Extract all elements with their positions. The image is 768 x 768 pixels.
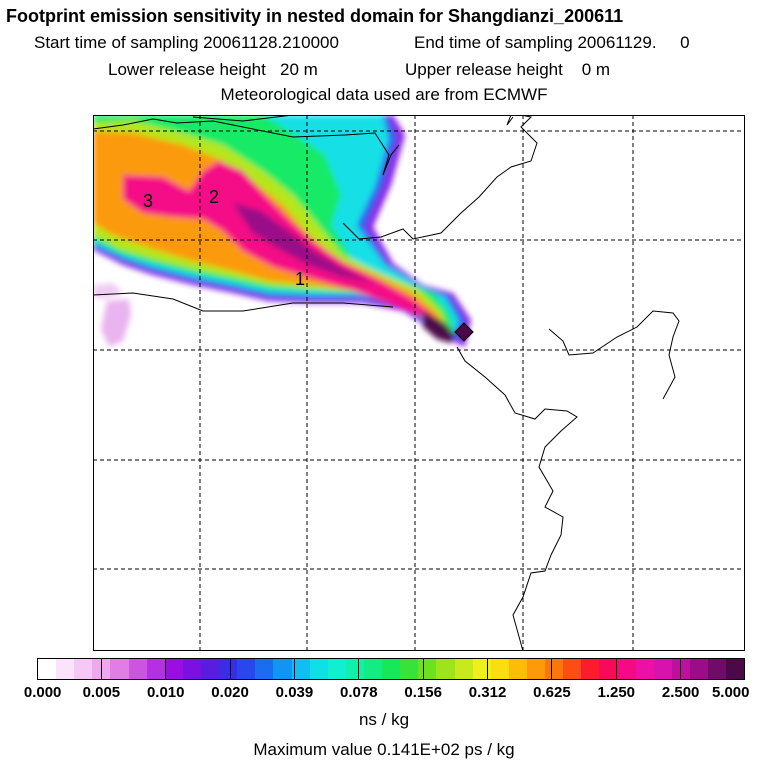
colorbar-segment [581, 659, 600, 679]
lower-height-label: Lower release height 20 m [108, 60, 318, 79]
upper-height-label: Upper release height 0 m [405, 60, 611, 79]
grid [93, 115, 745, 651]
end-time-label: End time of sampling 20061129. 0 [414, 33, 690, 52]
colorbar-segment [38, 659, 57, 679]
colorbar-divider [680, 658, 682, 680]
colorbar-tick-label: 0.020 [211, 684, 249, 701]
colorbar-segment [526, 659, 546, 679]
colorbar-divider [615, 658, 617, 680]
colorbar-divider [358, 658, 360, 680]
receptor-site-marker [454, 322, 474, 342]
colorbar-tick-label: 0.625 [533, 684, 571, 701]
colorbar-segment [327, 659, 346, 679]
colorbar-segment [400, 659, 419, 679]
colorbar-divider [551, 658, 553, 680]
colorbar-segment [490, 659, 509, 679]
colorbar-tick-label: 1.250 [597, 684, 636, 701]
colorbar-segment [599, 659, 618, 679]
colorbar-segment [454, 659, 473, 679]
colorbar-segment [436, 659, 455, 679]
colorbar-segment [635, 659, 654, 679]
colorbar-segment [345, 659, 364, 679]
colorbar-divider [487, 658, 489, 680]
colorbar-segment [726, 659, 745, 679]
colorbar-segment [128, 659, 147, 679]
colorbar-segment [182, 659, 201, 679]
met-data-label: Meteorological data used are from ECMWF [220, 85, 548, 104]
colorbar-divider [165, 658, 167, 680]
colorbar-segment [219, 659, 238, 679]
colorbar-tick-label: 5.000 [711, 684, 750, 701]
day-label-3: 3 [143, 191, 153, 211]
colorbar-segment [689, 659, 709, 679]
colorbar-segment [508, 659, 527, 679]
colorbar-tick-label: 0.005 [82, 684, 121, 701]
colorbar-segment [545, 659, 564, 679]
colorbar-segment [110, 659, 129, 679]
colorbar-segment [382, 659, 401, 679]
day-label-2: 2 [209, 187, 219, 207]
colorbar-divider [293, 658, 295, 680]
colorbar-segment [74, 659, 93, 679]
colorbar-divider [229, 658, 231, 680]
emission-plume [93, 115, 471, 347]
colorbar-segment [617, 659, 636, 679]
colorbar-tick-label: 0.156 [404, 684, 442, 701]
map-frame [93, 115, 745, 651]
colorbar-segment [200, 659, 220, 679]
colorbar-segment [291, 659, 310, 679]
colorbar-tick-label: 0.010 [146, 684, 185, 701]
colorbar-segment [255, 659, 274, 679]
day-label-1: 1 [295, 269, 305, 289]
colorbar-tick-label: 0.039 [275, 684, 314, 701]
colorbar-segment [472, 659, 491, 679]
plot-title: Footprint emission sensitivity in nested… [6, 6, 624, 26]
colorbar-divider [422, 658, 424, 680]
colorbar-tick-label: 0.000 [23, 684, 62, 701]
colorbar-segment [273, 659, 292, 679]
colorbar-segment [418, 659, 437, 679]
colorbar-divider [100, 658, 102, 680]
colorbar-segment [164, 659, 183, 679]
colorbar-segment [146, 659, 165, 679]
colorbar-segment [563, 659, 582, 679]
maximum-value-label: Maximum value 0.141E+02 ps / kg [253, 740, 515, 759]
colorbar-tick-label: 0.078 [340, 684, 378, 701]
colorbar-segment [363, 659, 383, 679]
colorbar-tick-label: 2.500 [661, 684, 700, 701]
footprint-map: 3 2 1 [93, 115, 745, 651]
coastlines [93, 115, 680, 651]
colorbar-tick-label: 0.312 [468, 684, 507, 701]
colorbar [37, 658, 745, 680]
colorbar-segment [653, 659, 672, 679]
colorbar-segment [708, 659, 727, 679]
colorbar-segment [237, 659, 256, 679]
colorbar-segment [309, 659, 328, 679]
start-time-label: Start time of sampling 20061128.210000 [34, 33, 339, 52]
colorbar-segment [56, 659, 75, 679]
colorbar-unit: ns / kg [358, 710, 410, 729]
